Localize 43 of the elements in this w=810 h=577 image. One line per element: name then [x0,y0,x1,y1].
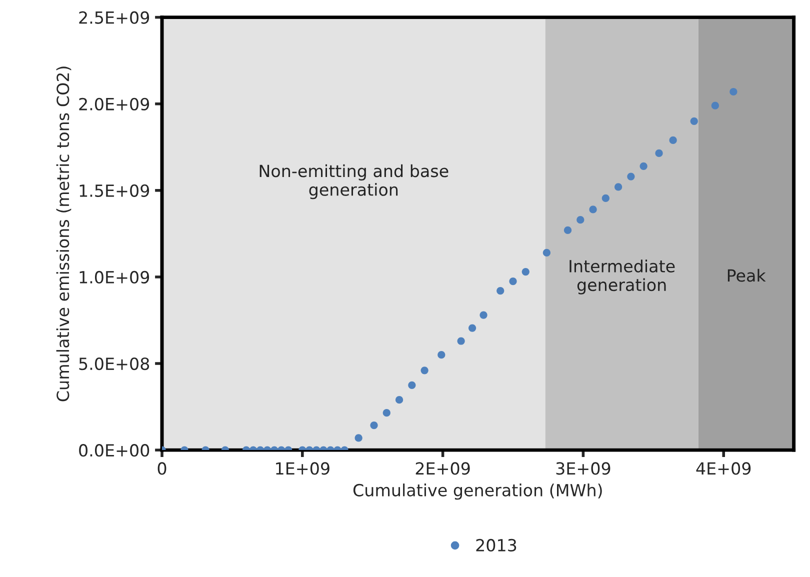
point [602,194,610,202]
y-tick-label: 2.0E+09 [79,98,150,110]
point [438,351,446,359]
point [669,136,677,144]
band-label: Intermediate generation [570,260,675,294]
point [395,396,404,404]
x-tick-label: 4E+09 [696,462,751,475]
point [370,422,378,430]
point [711,102,719,110]
x-tick-label: 0 [158,462,166,475]
point [480,311,488,319]
x-axis-title: Cumulative generation (MWh) [353,484,602,500]
x-tick-label: 2E+09 [416,462,470,475]
legend-label: 2013 [476,538,516,552]
point [542,248,550,257]
point [576,216,584,224]
point [564,226,572,234]
point [627,172,635,180]
point [730,88,738,96]
y-tick-label: 0.0E+00 [79,444,150,457]
x-tick-label: 3E+09 [556,462,610,475]
point [382,409,390,417]
y-axis-title: Cumulative emissions (metric tons CO2) [56,66,72,402]
y-tick-label: 5.0E+08 [79,357,150,370]
band-label: Non-emitting and base generation [260,164,448,200]
x-tick-label: 1E+09 [276,462,330,475]
point [690,117,698,125]
point [420,366,428,374]
point [354,434,362,442]
point [468,324,476,332]
y-tick-label: 1.5E+09 [80,184,150,197]
point [614,183,622,191]
point [408,381,416,389]
band-label: Peak [728,268,766,282]
point [509,277,517,286]
y-tick-label: 2.5E+09 [79,11,150,24]
point [496,287,504,295]
point [640,162,648,170]
y-tick-label: 1.0E+09 [80,270,150,284]
point [457,337,465,345]
point [589,206,597,214]
point [655,149,663,157]
point [522,268,530,276]
